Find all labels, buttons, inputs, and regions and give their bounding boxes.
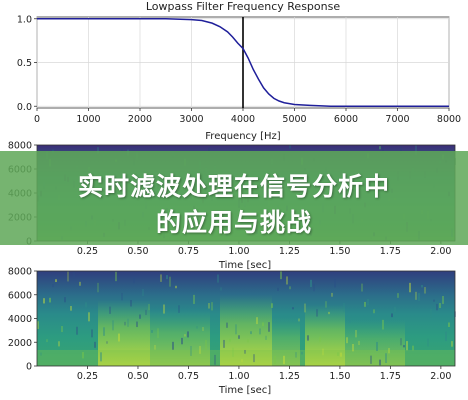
chart1-y-tick-label: 1.0 <box>17 14 32 25</box>
chart2-x-tick-label: 1.75 <box>380 246 401 257</box>
chart1-x-tick-label: 2000 <box>128 114 152 125</box>
banner-title-line1: 实时滤波处理在信号分析中 <box>77 172 390 201</box>
chart3-x-tick-label: 0.25 <box>77 371 98 382</box>
chart2-x-tick-label: 1.50 <box>329 246 350 257</box>
spectrogram2-texture <box>37 271 456 366</box>
chart1-x-tick-label: 4000 <box>231 114 255 125</box>
chart3-y-ticks: 0 2000 4000 6000 8000 <box>8 267 37 373</box>
spectrogram-original-chart: 0.25 0.50 0.75 1.00 1.25 1.50 1.75 2.00 0 2000 40… <box>8 267 456 396</box>
chart3-y-tick-label: 2000 <box>8 338 32 349</box>
chart3-x-tick-label: 0.75 <box>178 371 199 382</box>
chart2-y-tick-label: 8000 <box>8 141 32 152</box>
title-banner: 实时滤波处理在信号分析中 的应用与挑战 <box>0 151 468 245</box>
chart1-y-ticks: 0.0 0.5 1.0 <box>17 14 37 113</box>
chart3-x-tick-label: 1.00 <box>228 371 249 382</box>
spectrogram2-energy-regions <box>37 295 455 366</box>
chart3-x-label: Time [sec] <box>218 385 271 396</box>
chart2-x-tick-label: 0.75 <box>178 246 199 257</box>
chart1-x-ticks: 0 1000 2000 3000 4000 5000 6000 7000 8000 <box>34 108 461 125</box>
chart3-x-ticks: 0.25 0.50 0.75 1.00 1.25 1.50 1.75 2.00 <box>77 366 451 382</box>
chart3-y-tick-label: 0 <box>26 362 32 373</box>
chart1-x-tick-label: 1000 <box>76 114 100 125</box>
chart3-x-tick-label: 0.50 <box>127 371 148 382</box>
chart3-x-tick-label: 1.50 <box>329 371 350 382</box>
chart1-x-tick-label: 6000 <box>334 114 358 125</box>
frequency-response-chart: Lowpass Filter Frequency Response 0 1000 2… <box>17 0 461 142</box>
chart3-y-tick-label: 8000 <box>8 267 32 278</box>
chart1-y-tick-label: 0.5 <box>17 58 32 69</box>
chart1-x-tick-label: 7000 <box>385 114 409 125</box>
chart2-x-tick-label: 2.00 <box>430 246 451 257</box>
chart3-y-tick-label: 4000 <box>8 314 32 325</box>
chart1-x-tick-label: 3000 <box>179 114 203 125</box>
chart1-x-tick-label: 8000 <box>437 114 461 125</box>
chart1-x-tick-label: 5000 <box>282 114 306 125</box>
chart2-x-tick-label: 1.25 <box>279 246 300 257</box>
banner-title-line2: 的应用与挑战 <box>155 208 312 237</box>
chart1-title: Lowpass Filter Frequency Response <box>146 0 340 13</box>
chart3-x-tick-label: 1.25 <box>279 371 300 382</box>
chart1-x-tick-label: 0 <box>34 114 40 125</box>
chart2-x-tick-label: 0.25 <box>77 246 98 257</box>
chart2-x-tick-label: 0.50 <box>127 246 148 257</box>
chart3-x-tick-label: 1.75 <box>380 371 401 382</box>
chart2-x-tick-label: 1.00 <box>228 246 249 257</box>
chart3-x-tick-label: 2.00 <box>430 371 451 382</box>
chart3-y-tick-label: 6000 <box>8 290 32 301</box>
chart1-x-label: Frequency [Hz] <box>205 131 281 142</box>
chart2-x-label: Time [sec] <box>218 260 271 271</box>
frequency-response-line <box>37 18 449 107</box>
chart1-y-tick-label: 0.0 <box>17 102 32 113</box>
